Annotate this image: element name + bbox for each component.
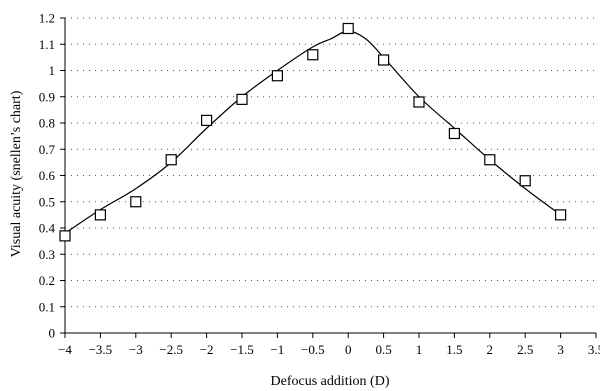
data-point-3 (165, 154, 177, 166)
x-tick-label-7: −0.5 (301, 342, 325, 357)
x-tick-label-5: −1.5 (230, 342, 254, 357)
y-tick-label-8: 0.8 (39, 116, 55, 131)
x-tick-label-11: 1.5 (446, 342, 462, 357)
data-point-5 (236, 93, 248, 105)
data-points-layer (59, 22, 567, 242)
y-tick-label-5: 0.5 (39, 194, 55, 209)
data-point-1 (94, 209, 107, 221)
y-tick-label-6: 0.6 (39, 168, 56, 183)
y-tick-label-10: 1 (49, 63, 56, 78)
x-tick-label-2: −3 (129, 342, 143, 357)
y-tick-label-3: 0.3 (39, 247, 55, 262)
y-tick-label-9: 0.9 (39, 89, 55, 104)
fit-curve (64, 30, 561, 234)
x-tick-label-4: −2 (200, 342, 214, 357)
x-tick-label-12: 2 (487, 342, 494, 357)
x-tick-label-10: 1 (416, 342, 423, 357)
data-point-8 (342, 22, 354, 35)
data-point-14 (554, 209, 567, 221)
y-tick-label-2: 0.2 (39, 273, 55, 288)
x-tick-label-3: −2.5 (159, 342, 183, 357)
fit-curve-layer (64, 30, 561, 234)
tick-labels-layer: −4 −3.5 −3 −2.5 −2 −1.5 −1 −0.5 0 0.5 1 1.5 2 2.5 3 3.5… (39, 11, 600, 358)
x-axis-title: Defocus addition (D) (271, 374, 390, 389)
y-tick-label-11: 1.1 (39, 37, 55, 52)
x-tick-label-6: −1 (270, 342, 284, 357)
data-point-4 (201, 114, 213, 126)
data-point-7 (307, 49, 319, 61)
data-point-12 (484, 154, 496, 166)
y-tick-label-0: 0 (49, 326, 56, 341)
y-tick-label-4: 0.4 (39, 221, 56, 236)
grid-layer (65, 17, 596, 308)
data-point-9 (378, 54, 390, 66)
data-point-10 (413, 96, 425, 108)
x-tick-label-15: 3.5 (588, 342, 600, 357)
y-axis-title: Visual acuity (snellen’s chart) (9, 90, 24, 257)
data-point-2 (130, 196, 142, 208)
x-tick-label-0: −4 (58, 342, 72, 357)
axis-layer (60, 17, 597, 338)
data-point-11 (448, 127, 460, 140)
x-tick-label-13: 2.5 (517, 342, 533, 357)
y-tick-label-7: 0.7 (39, 142, 56, 157)
x-tick-label-1: −3.5 (89, 342, 113, 357)
x-tick-label-8: 0 (345, 342, 352, 357)
y-tick-label-1: 0.1 (39, 299, 55, 314)
data-point-0 (59, 230, 71, 242)
y-tick-label-12: 1.2 (39, 11, 55, 26)
data-point-13 (519, 175, 531, 187)
data-point-6 (271, 70, 283, 82)
x-tick-label-14: 3 (557, 342, 564, 357)
x-tick-label-9: 0.5 (375, 342, 391, 357)
